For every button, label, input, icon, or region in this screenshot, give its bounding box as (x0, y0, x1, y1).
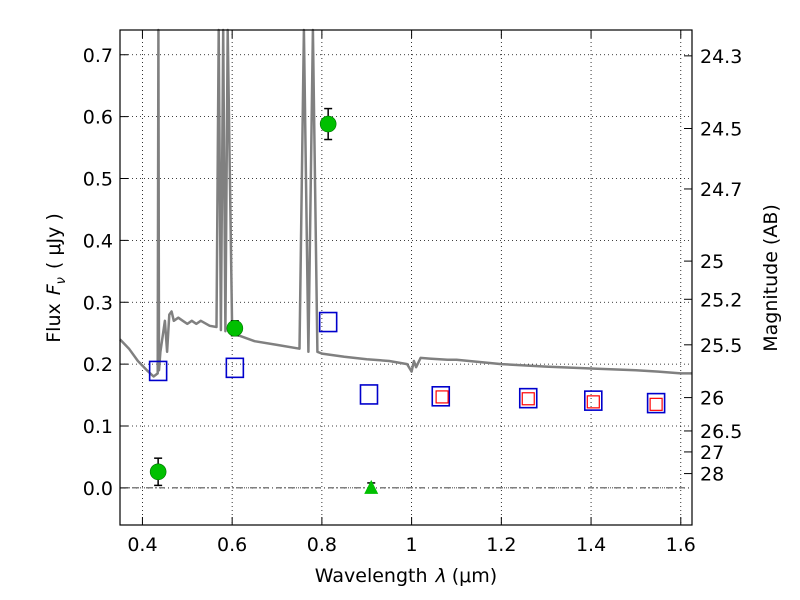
model-square-red (649, 397, 663, 411)
y2-axis-label: Magnitude (AB) (760, 204, 782, 352)
model-square (225, 357, 245, 379)
ticks: 0.4 0.6 0.8 1 1.2 1.4 1.6 0.0 0.1 0.2 0.3 0.4 0.5 0.6… (83, 30, 742, 556)
mag-tick-label: 24.3 (700, 46, 742, 68)
upper-limit-point (364, 479, 379, 494)
x-tick-label: 0.4 (127, 534, 157, 556)
observed-point (149, 463, 167, 481)
model-square (584, 390, 603, 411)
model-square-red (435, 390, 449, 404)
model-square (359, 384, 379, 405)
y-tick-label: 0.4 (83, 230, 113, 252)
y-tick-label: 0.1 (83, 416, 113, 438)
x-tick-label: 1.2 (486, 534, 516, 556)
marker-layer (148, 107, 666, 494)
model-square (318, 311, 338, 333)
x-axis-label: Wavelength λ (μm) (315, 565, 497, 587)
x-tick-label: 1.4 (576, 534, 606, 556)
model-square (431, 385, 451, 407)
y-tick-label: 0.5 (83, 169, 113, 191)
mag-tick-label: 25.5 (700, 335, 742, 357)
model-square (518, 387, 538, 409)
mag-tick-label: 28 (700, 464, 724, 486)
y-tick-label: 0.0 (83, 478, 113, 500)
mag-tick-label: 27 (700, 442, 724, 464)
mag-tick-label: 24.7 (700, 179, 742, 201)
y-tick-label: 0.7 (83, 45, 113, 67)
y-tick-label: 0.3 (83, 292, 113, 314)
mag-tick-label: 26.5 (700, 421, 742, 443)
y-tick-label: 0.2 (83, 354, 113, 376)
model-square (646, 392, 666, 414)
model-square (148, 360, 168, 382)
x-tick-label: 1.6 (666, 534, 696, 556)
observed-point (319, 115, 337, 133)
observed-point (226, 319, 244, 337)
mag-tick-label: 26 (700, 388, 724, 410)
plot-frame (119, 29, 693, 526)
model-square-red (521, 392, 535, 406)
mag-tick-label: 25.2 (700, 289, 742, 311)
grid (120, 30, 692, 525)
y-axis-label: FluxFν( μJy ) (43, 213, 69, 343)
model-square-red (586, 395, 600, 409)
mag-tick-label: 25 (700, 251, 724, 273)
x-tick-label: 0.6 (217, 534, 247, 556)
x-tick-label: 1 (406, 534, 418, 556)
mag-tick-label: 24.5 (700, 119, 742, 141)
x-tick-label: 0.8 (307, 534, 337, 556)
y-tick-label: 0.6 (83, 107, 113, 129)
